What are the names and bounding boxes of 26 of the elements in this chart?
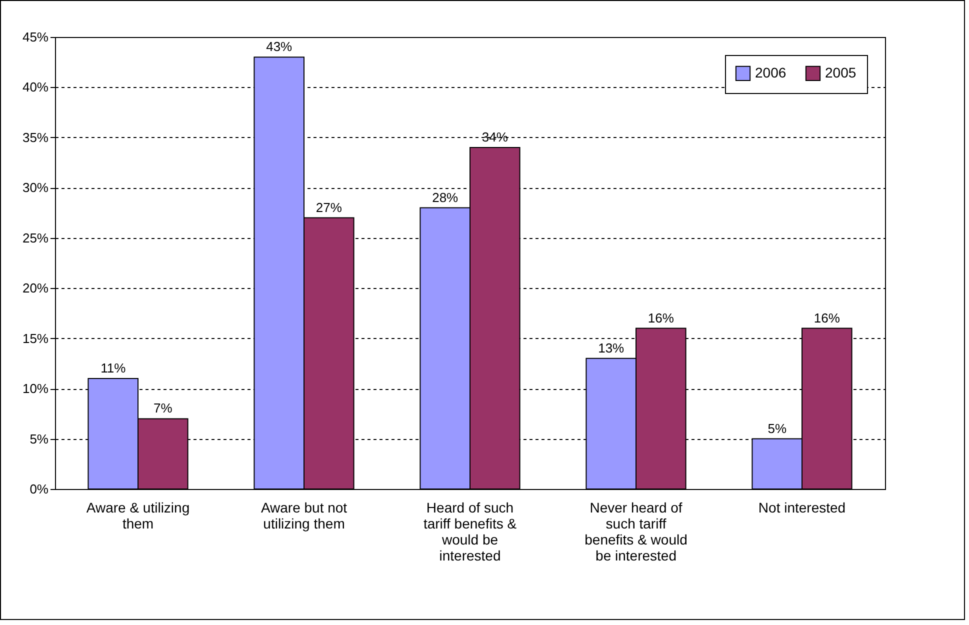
- data-label: 27%: [316, 200, 342, 215]
- y-tick-label: 25%: [22, 230, 49, 246]
- data-label: 16%: [814, 310, 840, 326]
- y-tick-label: 45%: [22, 30, 49, 44]
- data-label: 13%: [598, 340, 625, 356]
- y-tick-label: 35%: [22, 130, 49, 145]
- y-tick-label: 40%: [22, 80, 49, 95]
- x-tick-label: Aware & utilizing them: [86, 500, 190, 532]
- y-tick-label: 5%: [30, 431, 49, 446]
- data-label: 7%: [154, 400, 173, 416]
- x-tick-label: Aware but not utilizing them: [260, 500, 348, 532]
- legend-label: 2006: [755, 64, 786, 80]
- y-tick-label: 30%: [22, 180, 49, 196]
- y-tick-label: 20%: [22, 280, 49, 296]
- data-label: 11%: [100, 360, 126, 376]
- y-tick-label: 10%: [22, 381, 49, 396]
- x-tick-label: Heard of such tariff benefits & would be interested: [423, 500, 518, 564]
- data-label: 16%: [648, 310, 674, 326]
- y-tick-label: 15%: [22, 330, 49, 346]
- x-tick-label: Not interested: [758, 500, 846, 516]
- legend-label: 2005: [825, 64, 856, 80]
- data-label: 28%: [432, 190, 459, 205]
- y-tick-label: 0%: [30, 482, 49, 496]
- x-tick-label: Never heard of such tariff benefits & would be interested: [584, 500, 688, 564]
- data-label: 5%: [768, 420, 787, 436]
- data-label: 43%: [266, 39, 293, 54]
